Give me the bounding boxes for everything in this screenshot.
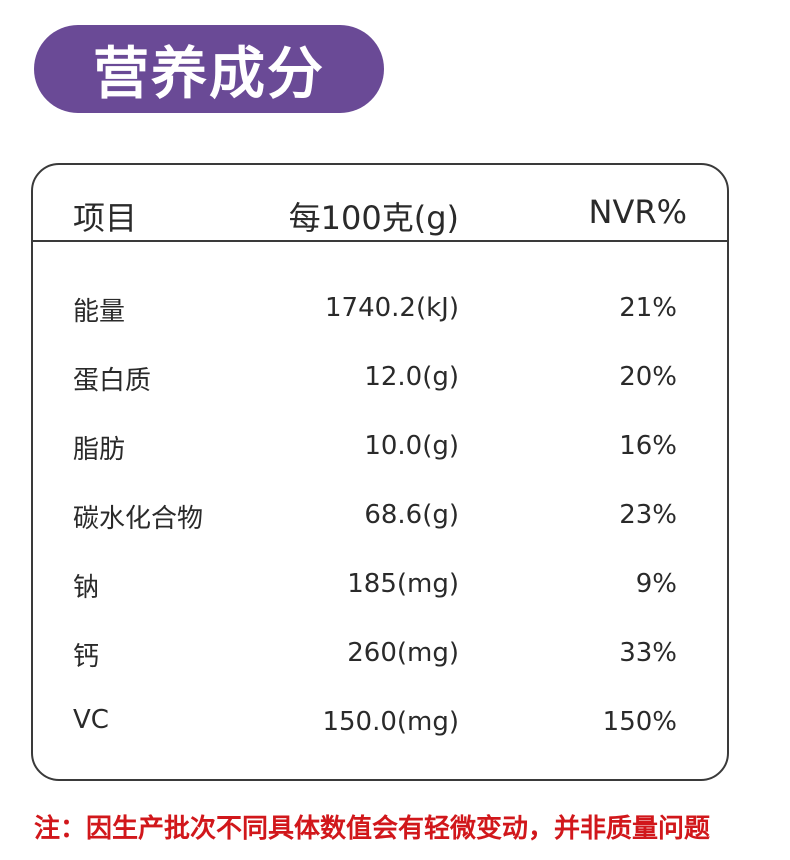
disclaimer-note: 注：因生产批次不同具体数值会有轻微变动，并非质量问题: [34, 814, 711, 844]
row-item: 蛋白质: [73, 366, 152, 396]
row-item: 脂肪: [73, 435, 126, 465]
row-nvr: 20%: [619, 362, 677, 392]
table-row: 脂肪 10.0(g) 16%: [33, 429, 727, 469]
row-amount: 1740.2(kJ): [325, 293, 459, 323]
page-title: 营养成分: [93, 41, 325, 107]
table-row: 钠 185(mg) 9%: [33, 567, 727, 607]
row-nvr: 9%: [635, 569, 677, 599]
row-nvr: 33%: [619, 638, 677, 668]
row-nvr: 16%: [619, 431, 677, 461]
table-row: 钙 260(mg) 33%: [33, 636, 727, 676]
row-amount: 150.0(mg): [322, 707, 459, 737]
title-banner: 营养成分: [34, 25, 384, 113]
table-row: 碳水化合物 68.6(g) 23%: [33, 498, 727, 538]
row-item: 钠: [73, 573, 100, 603]
row-nvr: 23%: [619, 500, 677, 530]
table-header-row: 项目 每100克(g) NVR%: [33, 165, 727, 242]
row-item: 钙: [73, 642, 100, 672]
row-amount: 185(mg): [347, 569, 459, 599]
header-item: 项目: [73, 199, 138, 237]
row-item: 碳水化合物: [73, 504, 204, 534]
row-amount: 12.0(g): [364, 362, 459, 392]
row-amount: 260(mg): [347, 638, 459, 668]
row-amount: 68.6(g): [364, 500, 459, 530]
table-row: VC 150.0(mg) 150%: [33, 705, 727, 745]
table-row: 蛋白质 12.0(g) 20%: [33, 360, 727, 400]
table-row: 能量 1740.2(kJ) 21%: [33, 291, 727, 331]
row-nvr: 21%: [619, 293, 677, 323]
row-nvr: 150%: [602, 707, 677, 737]
nutrition-table: 项目 每100克(g) NVR% 能量 1740.2(kJ) 21% 蛋白质 1…: [31, 163, 729, 781]
row-item: 能量: [73, 297, 126, 327]
header-per-100g: 每100克(g): [288, 199, 459, 237]
header-nvr: NVR%: [588, 193, 687, 231]
row-item: VC: [73, 705, 109, 735]
row-amount: 10.0(g): [364, 431, 459, 461]
